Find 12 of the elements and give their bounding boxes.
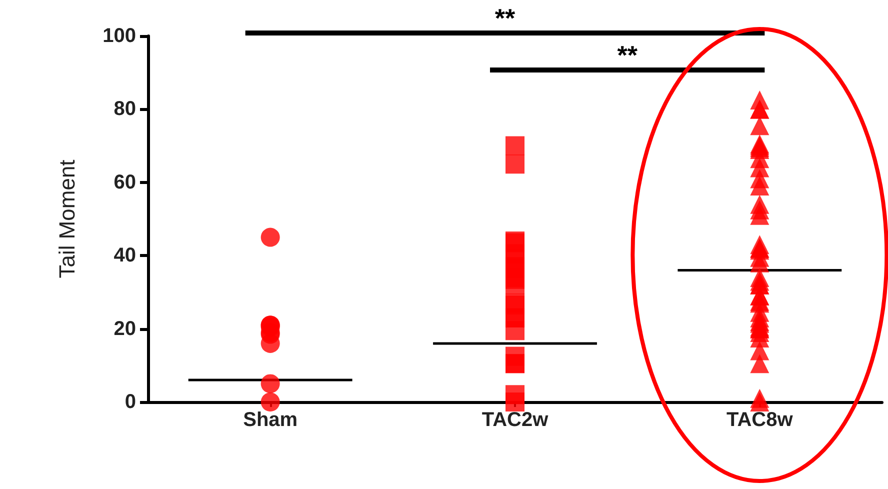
y-tick-label: 0 [124,391,136,413]
text: ** [494,3,516,33]
annotation: ** [617,40,638,70]
x-tick-label: Sham [243,409,298,431]
y-axis-title: Tail Moment [54,160,80,278]
y-tick-label: 20 [114,318,136,340]
y-tick-label: 60 [114,171,136,194]
x-tick-label: TAC8w [726,409,794,431]
y-tick-label: 40 [114,244,136,267]
y-tick-label: 80 [114,98,136,120]
y-tick-label: 100 [102,25,136,47]
x-tick-label: TAC2w [482,409,549,431]
